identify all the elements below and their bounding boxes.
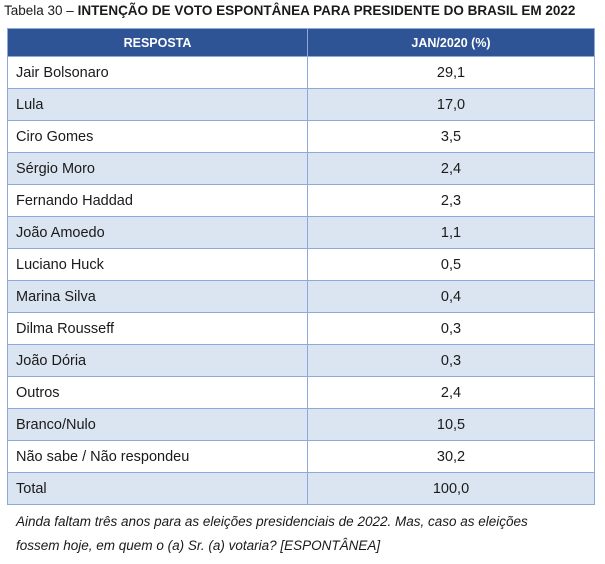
cell-percent: 0,4 [307,280,595,313]
caption-title: INTENÇÃO DE VOTO ESPONTÂNEA PARA PRESIDE… [77,3,576,18]
table-header-row: RESPOSTA JAN/2020 (%) [7,28,595,57]
cell-percent: 100,0 [307,472,595,505]
table-row: João Amoedo 1,1 [7,216,595,249]
table-row: Outros 2,4 [7,376,595,409]
cell-percent: 2,3 [307,184,595,217]
cell-percent: 10,5 [307,408,595,441]
table-row: Branco/Nulo 10,5 [7,408,595,441]
table-row: Luciano Huck 0,5 [7,248,595,281]
table-row: Total 100,0 [7,472,595,505]
table-caption: Tabela 30 – INTENÇÃO DE VOTO ESPONTÂNEA … [4,3,575,18]
cell-resposta: Total [7,472,308,505]
cell-percent: 30,2 [307,440,595,473]
cell-resposta: Branco/Nulo [7,408,308,441]
footnote-line-2: fossem hoje, em quem o (a) Sr. (a) votar… [16,538,381,553]
table-row: Não sabe / Não respondeu 30,2 [7,440,595,473]
cell-percent: 17,0 [307,88,595,121]
cell-percent: 29,1 [307,56,595,89]
cell-percent: 1,1 [307,216,595,249]
cell-resposta: João Dória [7,344,308,377]
cell-percent: 0,3 [307,344,595,377]
table-row: Fernando Haddad 2,3 [7,184,595,217]
cell-resposta: Não sabe / Não respondeu [7,440,308,473]
header-resposta: RESPOSTA [7,28,308,57]
table-row: Marina Silva 0,4 [7,280,595,313]
footnote: Ainda faltam três anos para as eleições … [16,510,594,558]
cell-resposta: Jair Bolsonaro [7,56,308,89]
cell-resposta: Ciro Gomes [7,120,308,153]
cell-percent: 2,4 [307,152,595,185]
cell-resposta: João Amoedo [7,216,308,249]
cell-percent: 2,4 [307,376,595,409]
footnote-line-1: Ainda faltam três anos para as eleições … [16,514,528,529]
table-row: Ciro Gomes 3,5 [7,120,595,153]
cell-resposta: Lula [7,88,308,121]
vote-intention-table: RESPOSTA JAN/2020 (%) Jair Bolsonaro 29,1… [7,28,595,505]
cell-percent: 0,5 [307,248,595,281]
cell-percent: 3,5 [307,120,595,153]
header-jan2020: JAN/2020 (%) [307,28,595,57]
cell-resposta: Sérgio Moro [7,152,308,185]
table-row: João Dória 0,3 [7,344,595,377]
table-row: Dilma Rousseff 0,3 [7,312,595,345]
cell-percent: 0,3 [307,312,595,345]
cell-resposta: Dilma Rousseff [7,312,308,345]
table-row: Lula 17,0 [7,88,595,121]
cell-resposta: Outros [7,376,308,409]
caption-prefix: Tabela 30 – [4,3,78,18]
cell-resposta: Fernando Haddad [7,184,308,217]
table-row: Sérgio Moro 2,4 [7,152,595,185]
table-row: Jair Bolsonaro 29,1 [7,56,595,89]
cell-resposta: Luciano Huck [7,248,308,281]
cell-resposta: Marina Silva [7,280,308,313]
